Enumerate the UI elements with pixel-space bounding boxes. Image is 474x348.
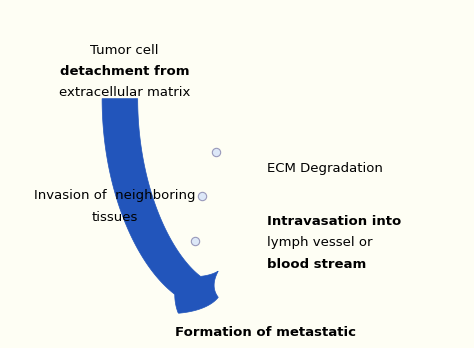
Text: detachment from: detachment from — [60, 65, 189, 78]
Text: blood stream: blood stream — [267, 258, 367, 270]
Text: lymph vessel or: lymph vessel or — [267, 236, 373, 249]
Text: Invasion of  neighboring: Invasion of neighboring — [35, 189, 196, 203]
Text: Intravasation into: Intravasation into — [267, 215, 401, 228]
Text: Formation of metastatic: Formation of metastatic — [174, 326, 356, 339]
Text: ECM Degradation: ECM Degradation — [267, 162, 383, 175]
Text: extracellular matrix: extracellular matrix — [59, 86, 190, 99]
Polygon shape — [102, 99, 218, 313]
Text: tissues: tissues — [92, 211, 138, 224]
Text: Tumor cell: Tumor cell — [91, 44, 159, 57]
